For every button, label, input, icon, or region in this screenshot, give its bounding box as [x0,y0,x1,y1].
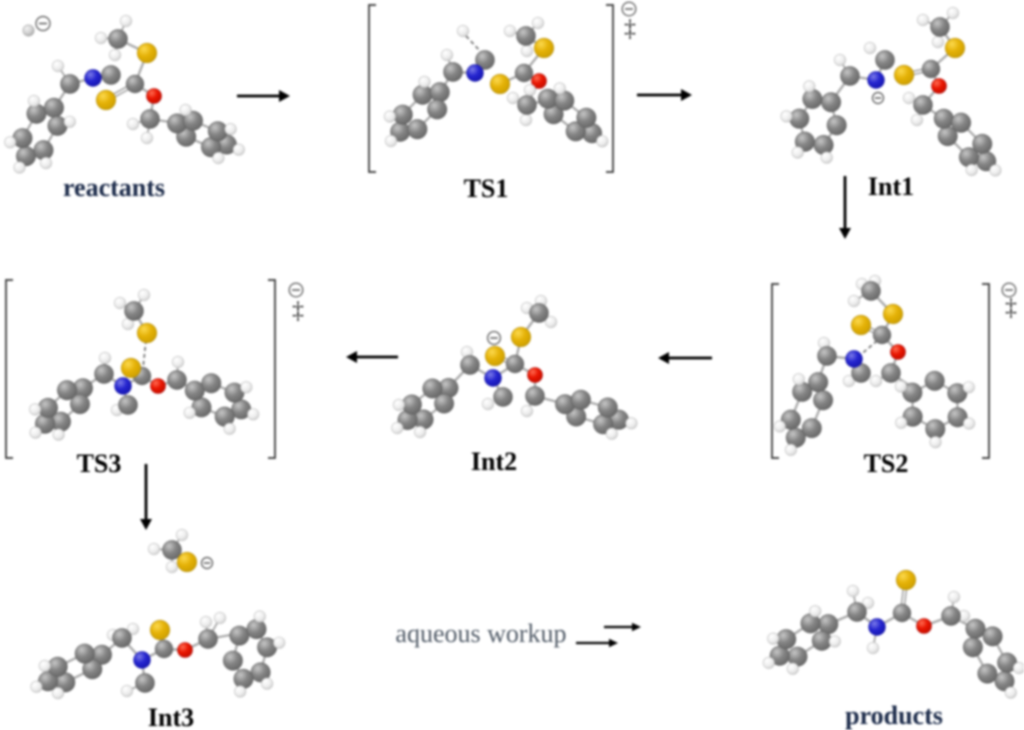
svg-text:reactants: reactants [63,173,165,202]
svg-text:Int1: Int1 [868,172,914,201]
svg-text:Int3: Int3 [148,703,194,730]
svg-text:aqueous workup: aqueous workup [395,619,566,648]
svg-text:TS2: TS2 [864,449,909,478]
svg-text:‡: ‡ [292,298,304,324]
svg-text:products: products [845,701,943,730]
svg-text:TS1: TS1 [464,174,509,203]
svg-text:TS3: TS3 [77,449,122,478]
svg-text:Int2: Int2 [471,447,517,476]
svg-text:‡: ‡ [1005,295,1017,321]
svg-text:‡: ‡ [624,16,636,42]
